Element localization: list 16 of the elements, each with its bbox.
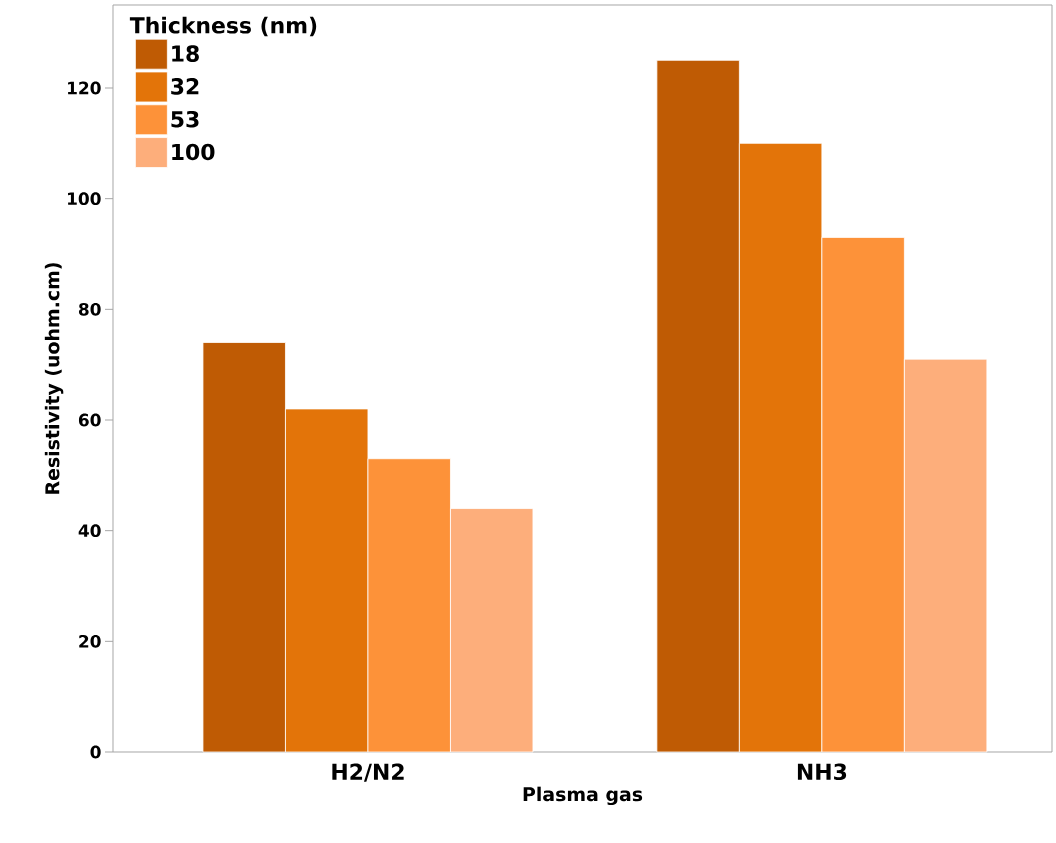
y-tick-label: 120 bbox=[68, 81, 101, 95]
x-axis-title: Plasma gas bbox=[523, 786, 643, 806]
y-tick-label: 20 bbox=[79, 634, 101, 648]
legend-label: 18 bbox=[172, 45, 199, 62]
legend-label: 53 bbox=[171, 110, 199, 128]
legend-label: 32 bbox=[171, 78, 199, 95]
y-tick-label: 100 bbox=[68, 192, 101, 206]
legend-label: 100 bbox=[172, 143, 215, 161]
y-tick-label: 60 bbox=[78, 413, 101, 427]
y-tick-label: 0 bbox=[90, 745, 101, 759]
x-tick-label: H2/N2 bbox=[332, 763, 404, 782]
y-tick-label: 80 bbox=[78, 302, 101, 316]
x-tick-label: NH3 bbox=[797, 763, 847, 781]
y-tick-label: 40 bbox=[78, 524, 101, 538]
legend-title: Thickness (nm) bbox=[129, 16, 317, 37]
y-axis-title: Resistivity (uohm.cm) bbox=[44, 263, 64, 494]
